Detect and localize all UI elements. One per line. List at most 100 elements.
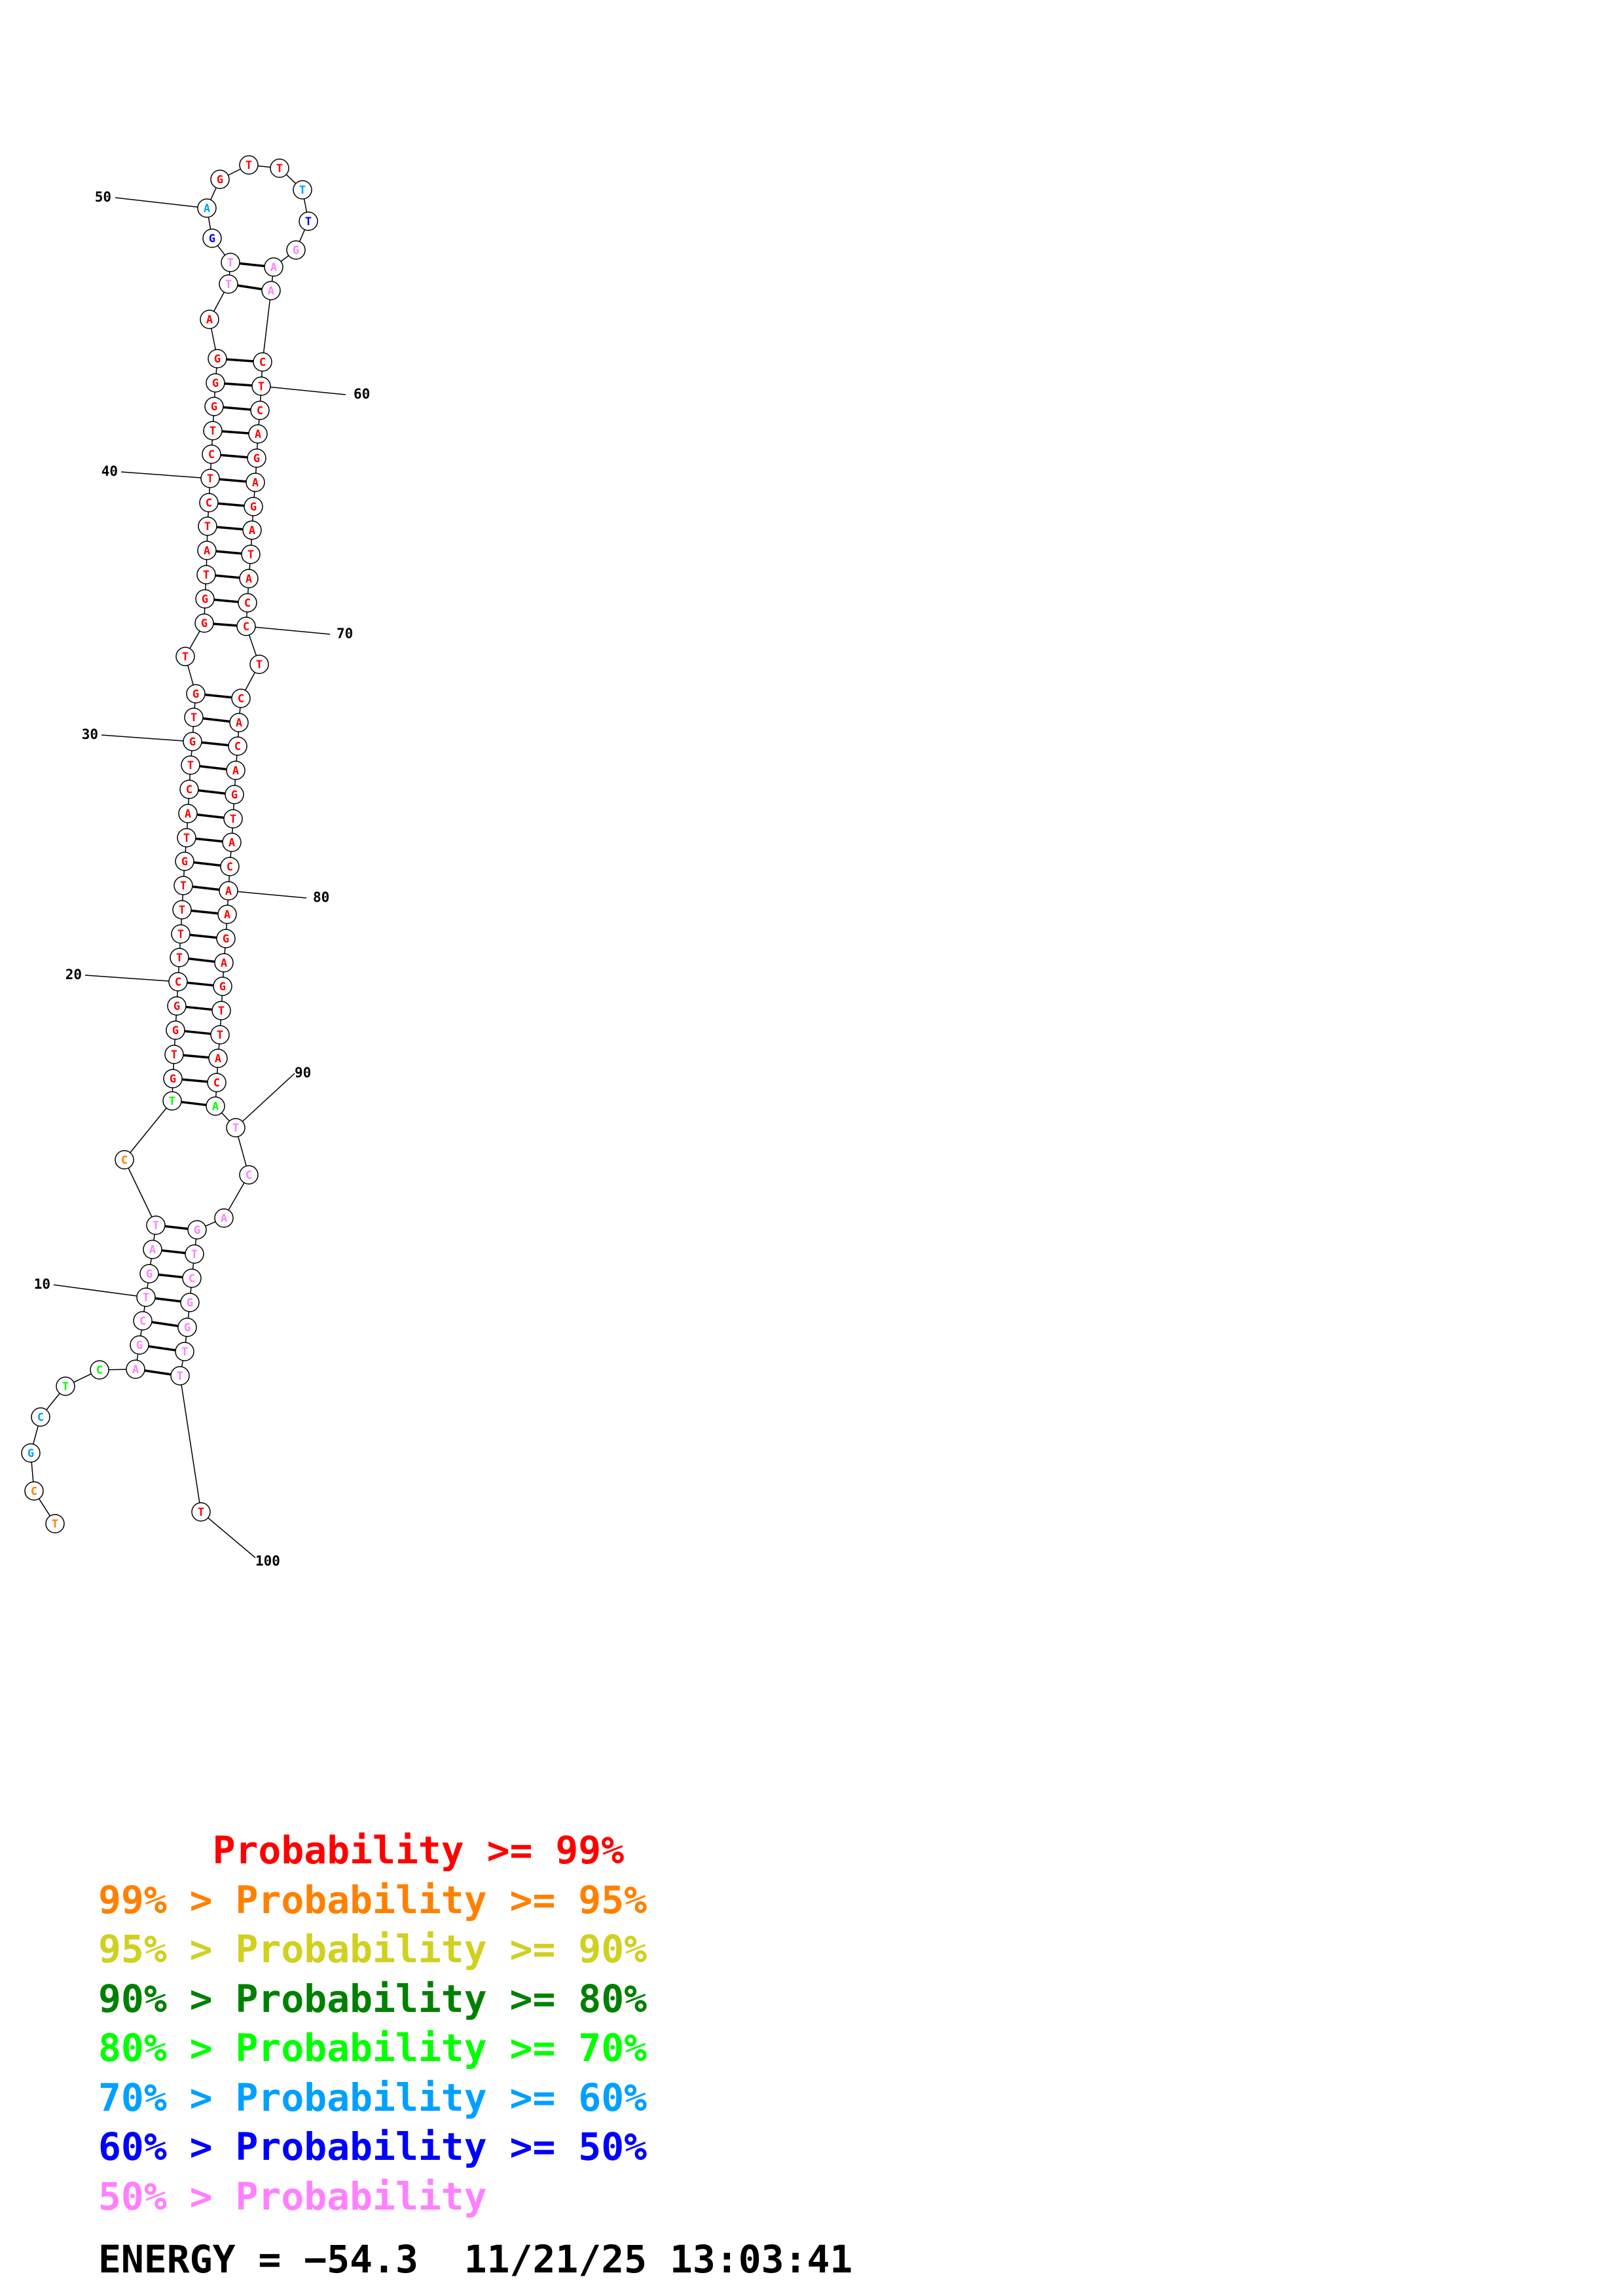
nucleotide-letter: T: [169, 1095, 175, 1108]
nucleotide: C: [253, 352, 272, 372]
legend-entry: Probability >= 99%: [98, 1828, 625, 1873]
nucleotide-letter: T: [171, 1049, 177, 1062]
nucleotide-circle: [130, 1335, 149, 1355]
backbone-segment: [236, 755, 238, 762]
position-label: 50: [95, 189, 111, 205]
nucleotide-letter: G: [136, 1339, 143, 1352]
nucleotide-circle: [226, 761, 246, 780]
backbone-segment: [192, 1263, 194, 1270]
nucleotide-circle: [211, 1001, 231, 1020]
nucleotide: G: [139, 1264, 159, 1283]
backbone-segment: [187, 665, 194, 685]
base-pair-line: [144, 1369, 172, 1376]
nucleotide: T: [219, 274, 238, 294]
nucleotide: T: [210, 1025, 230, 1045]
legend-entry: 95% > Probability >= 90%: [98, 1927, 647, 1971]
nucleotide: A: [261, 281, 281, 300]
nucleotide-circle: [299, 211, 318, 231]
nucleotide-circle: [202, 444, 221, 464]
nucleotide-circle: [21, 1443, 41, 1463]
nucleotide-circle: [167, 996, 187, 1016]
base-pair-line: [164, 1225, 189, 1230]
base-pair-line: [195, 837, 223, 843]
position-tick-line: [115, 197, 198, 208]
backbone-segment: [217, 245, 226, 256]
backbone-segment: [244, 672, 256, 691]
backbone-segment: [211, 328, 216, 350]
nucleotide-letter: T: [191, 711, 197, 725]
nucleotide-letter: G: [173, 1000, 180, 1013]
nucleotide-circle: [31, 1407, 50, 1427]
nucleotide-letter: A: [206, 314, 213, 327]
nucleotide: C: [207, 1073, 227, 1092]
nucleotide-letter: G: [217, 173, 223, 187]
backbone-segment: [249, 563, 251, 570]
nucleotide: T: [173, 876, 193, 895]
base-pair-line: [204, 693, 232, 699]
nucleotide-circle: [182, 1268, 202, 1288]
nucleotide-letter: T: [258, 380, 264, 393]
nucleotide: G: [225, 785, 244, 804]
nucleotide-letter: C: [234, 740, 241, 753]
nucleotide-circle: [293, 180, 312, 200]
nucleotide-circle: [181, 755, 200, 775]
nucleotide: T: [146, 1215, 166, 1235]
nucleotide-letter: T: [187, 759, 194, 772]
base-pair-line: [220, 454, 248, 459]
nucleotide-circle: [186, 684, 206, 704]
energy-footer: ENERGY = −54.3 11/21/25 13:03:41: [98, 2237, 852, 2282]
nucleotide: G: [21, 1443, 41, 1463]
base-pair-line: [224, 382, 253, 387]
nucleotide-circle: [199, 493, 219, 512]
nucleotide: G: [177, 1318, 197, 1337]
nucleotide: A: [197, 198, 217, 218]
backbone-segment: [187, 1311, 190, 1319]
backbone-segment: [46, 1393, 60, 1410]
nucleotide-circle: [222, 833, 242, 852]
nucleotide: C: [228, 736, 247, 756]
nucleotide-circle: [175, 647, 195, 666]
nucleotide: A: [217, 905, 237, 924]
nucleotide-circle: [45, 1514, 65, 1534]
nucleotide: G: [163, 1069, 183, 1088]
nucleotide: C: [24, 1481, 44, 1501]
position-ticks: 10 20 30 40 50 60 70 80 90 100: [34, 189, 371, 1569]
nucleotide-letter: G: [223, 933, 229, 946]
nucleotide-letter: C: [206, 497, 212, 510]
legend-entry: 50% > Probability: [98, 2174, 487, 2219]
position-tick-line: [101, 734, 184, 742]
nucleotide: A: [219, 881, 238, 901]
backbone-segment: [263, 299, 271, 353]
position-label: 40: [101, 463, 118, 479]
base-pair-line: [215, 574, 240, 579]
nucleotide-letter: A: [228, 836, 235, 850]
nucleotide-circle: [196, 565, 216, 584]
nucleotide-letter: T: [230, 813, 236, 826]
base-pair-line: [183, 1054, 210, 1059]
nucleotide-circle: [217, 905, 237, 924]
base-pair-line: [181, 1100, 207, 1107]
nucleotide-circle: [168, 972, 188, 992]
backbone-segment: [181, 1360, 184, 1367]
nucleotide-circle: [24, 1481, 44, 1501]
nucleotide: C: [182, 1268, 202, 1288]
nucleotide-circle: [242, 520, 262, 540]
position-tick-line: [53, 1284, 137, 1297]
nucleotide-circle: [146, 1215, 166, 1235]
nucleotide-letter: C: [257, 404, 263, 418]
base-pair-line: [187, 981, 214, 987]
base-pair-line: [193, 861, 221, 867]
nucleotide: C: [202, 444, 221, 464]
base-pair-line: [196, 813, 225, 819]
backbone-segment: [215, 367, 217, 374]
nucleotide-letter: A: [185, 808, 191, 821]
nucleotide: G: [195, 589, 215, 609]
nucleotide-circle: [261, 281, 281, 300]
nucleotide-letter: T: [180, 880, 187, 893]
energy-value: ENERGY = −54.3: [98, 2237, 418, 2282]
nucleotide-circle: [229, 713, 249, 732]
nucleotide-letter: G: [192, 688, 199, 701]
nucleotide-letter: A: [204, 202, 210, 215]
nucleotide-letter: A: [221, 957, 227, 970]
